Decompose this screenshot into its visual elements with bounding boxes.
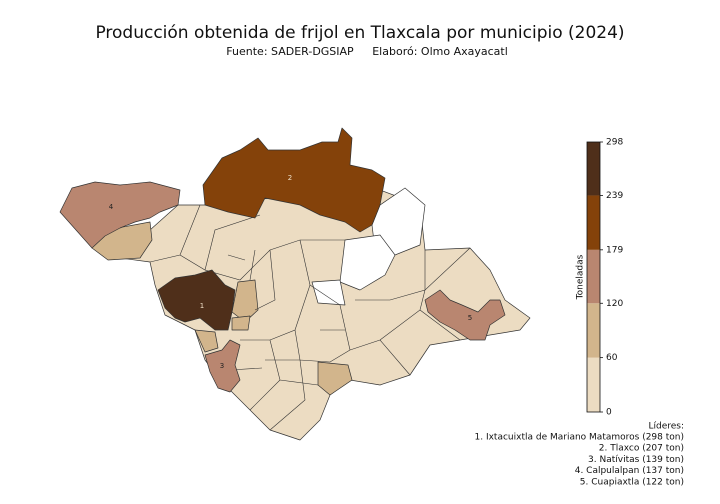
colorbar-segment — [587, 142, 600, 196]
rank-number: 3 — [220, 362, 224, 370]
leader-municipality — [59, 181, 181, 249]
municipality — [231, 315, 251, 331]
colorbar-tick-label: 120 — [606, 299, 623, 309]
title: Producción obtenida de frijol en Tlaxcal… — [95, 23, 624, 43]
source: Fuente: SADER-DGSIAP — [226, 45, 354, 58]
leader-municipality — [202, 127, 386, 233]
colorbar-tick-label: 239 — [606, 191, 623, 201]
colorbar-label: Toneladas — [576, 254, 586, 300]
rank-number: 2 — [288, 174, 292, 182]
no-data-area — [371, 187, 426, 256]
leader-municipality — [424, 289, 506, 341]
rank-number: 1 — [200, 302, 204, 310]
colorbar-segment — [587, 357, 600, 412]
colorbar-tick-label: 0 — [606, 408, 612, 418]
colorbar-frame — [586, 141, 601, 413]
municipality — [317, 361, 353, 396]
leader-entry: 5. Cuapiaxtla (122 ton) — [580, 477, 684, 487]
colorbar-segment — [587, 195, 600, 250]
leaders-list: Líderes:1. Ixtacuixtla de Mariano Matamo… — [475, 422, 685, 488]
colorbar-tick-label: 298 — [606, 138, 623, 148]
leader-entry: 4. Calpulalpan (137 ton) — [575, 466, 684, 476]
colorbar-tick-label: 60 — [606, 353, 618, 363]
municipality — [194, 329, 219, 353]
colorbar-segment — [587, 303, 600, 358]
author: Elaboró: Olmo Axayacatl — [372, 45, 508, 58]
leader-municipality — [157, 269, 236, 331]
municipal-boundary — [149, 204, 471, 431]
rank-number: 4 — [109, 203, 114, 211]
colorbar-segment — [587, 249, 600, 304]
state-map: 1 2 3 4 5 — [59, 127, 531, 441]
rank-number: 5 — [468, 314, 472, 322]
leader-entry: 3. Natívitas (139 ton) — [588, 455, 684, 465]
leader-municipality — [204, 339, 241, 393]
leaders-title: Líderes: — [648, 422, 684, 432]
colorbar: 0 60 120 179 239 298 — [586, 138, 623, 418]
no-data-area — [311, 279, 346, 306]
leader-entry: 1. Ixtacuixtla de Mariano Matamoros (298… — [475, 433, 685, 443]
leader-entry: 2. Tlaxco (207 ton) — [599, 444, 684, 454]
colorbar-tick-label: 179 — [606, 245, 623, 255]
